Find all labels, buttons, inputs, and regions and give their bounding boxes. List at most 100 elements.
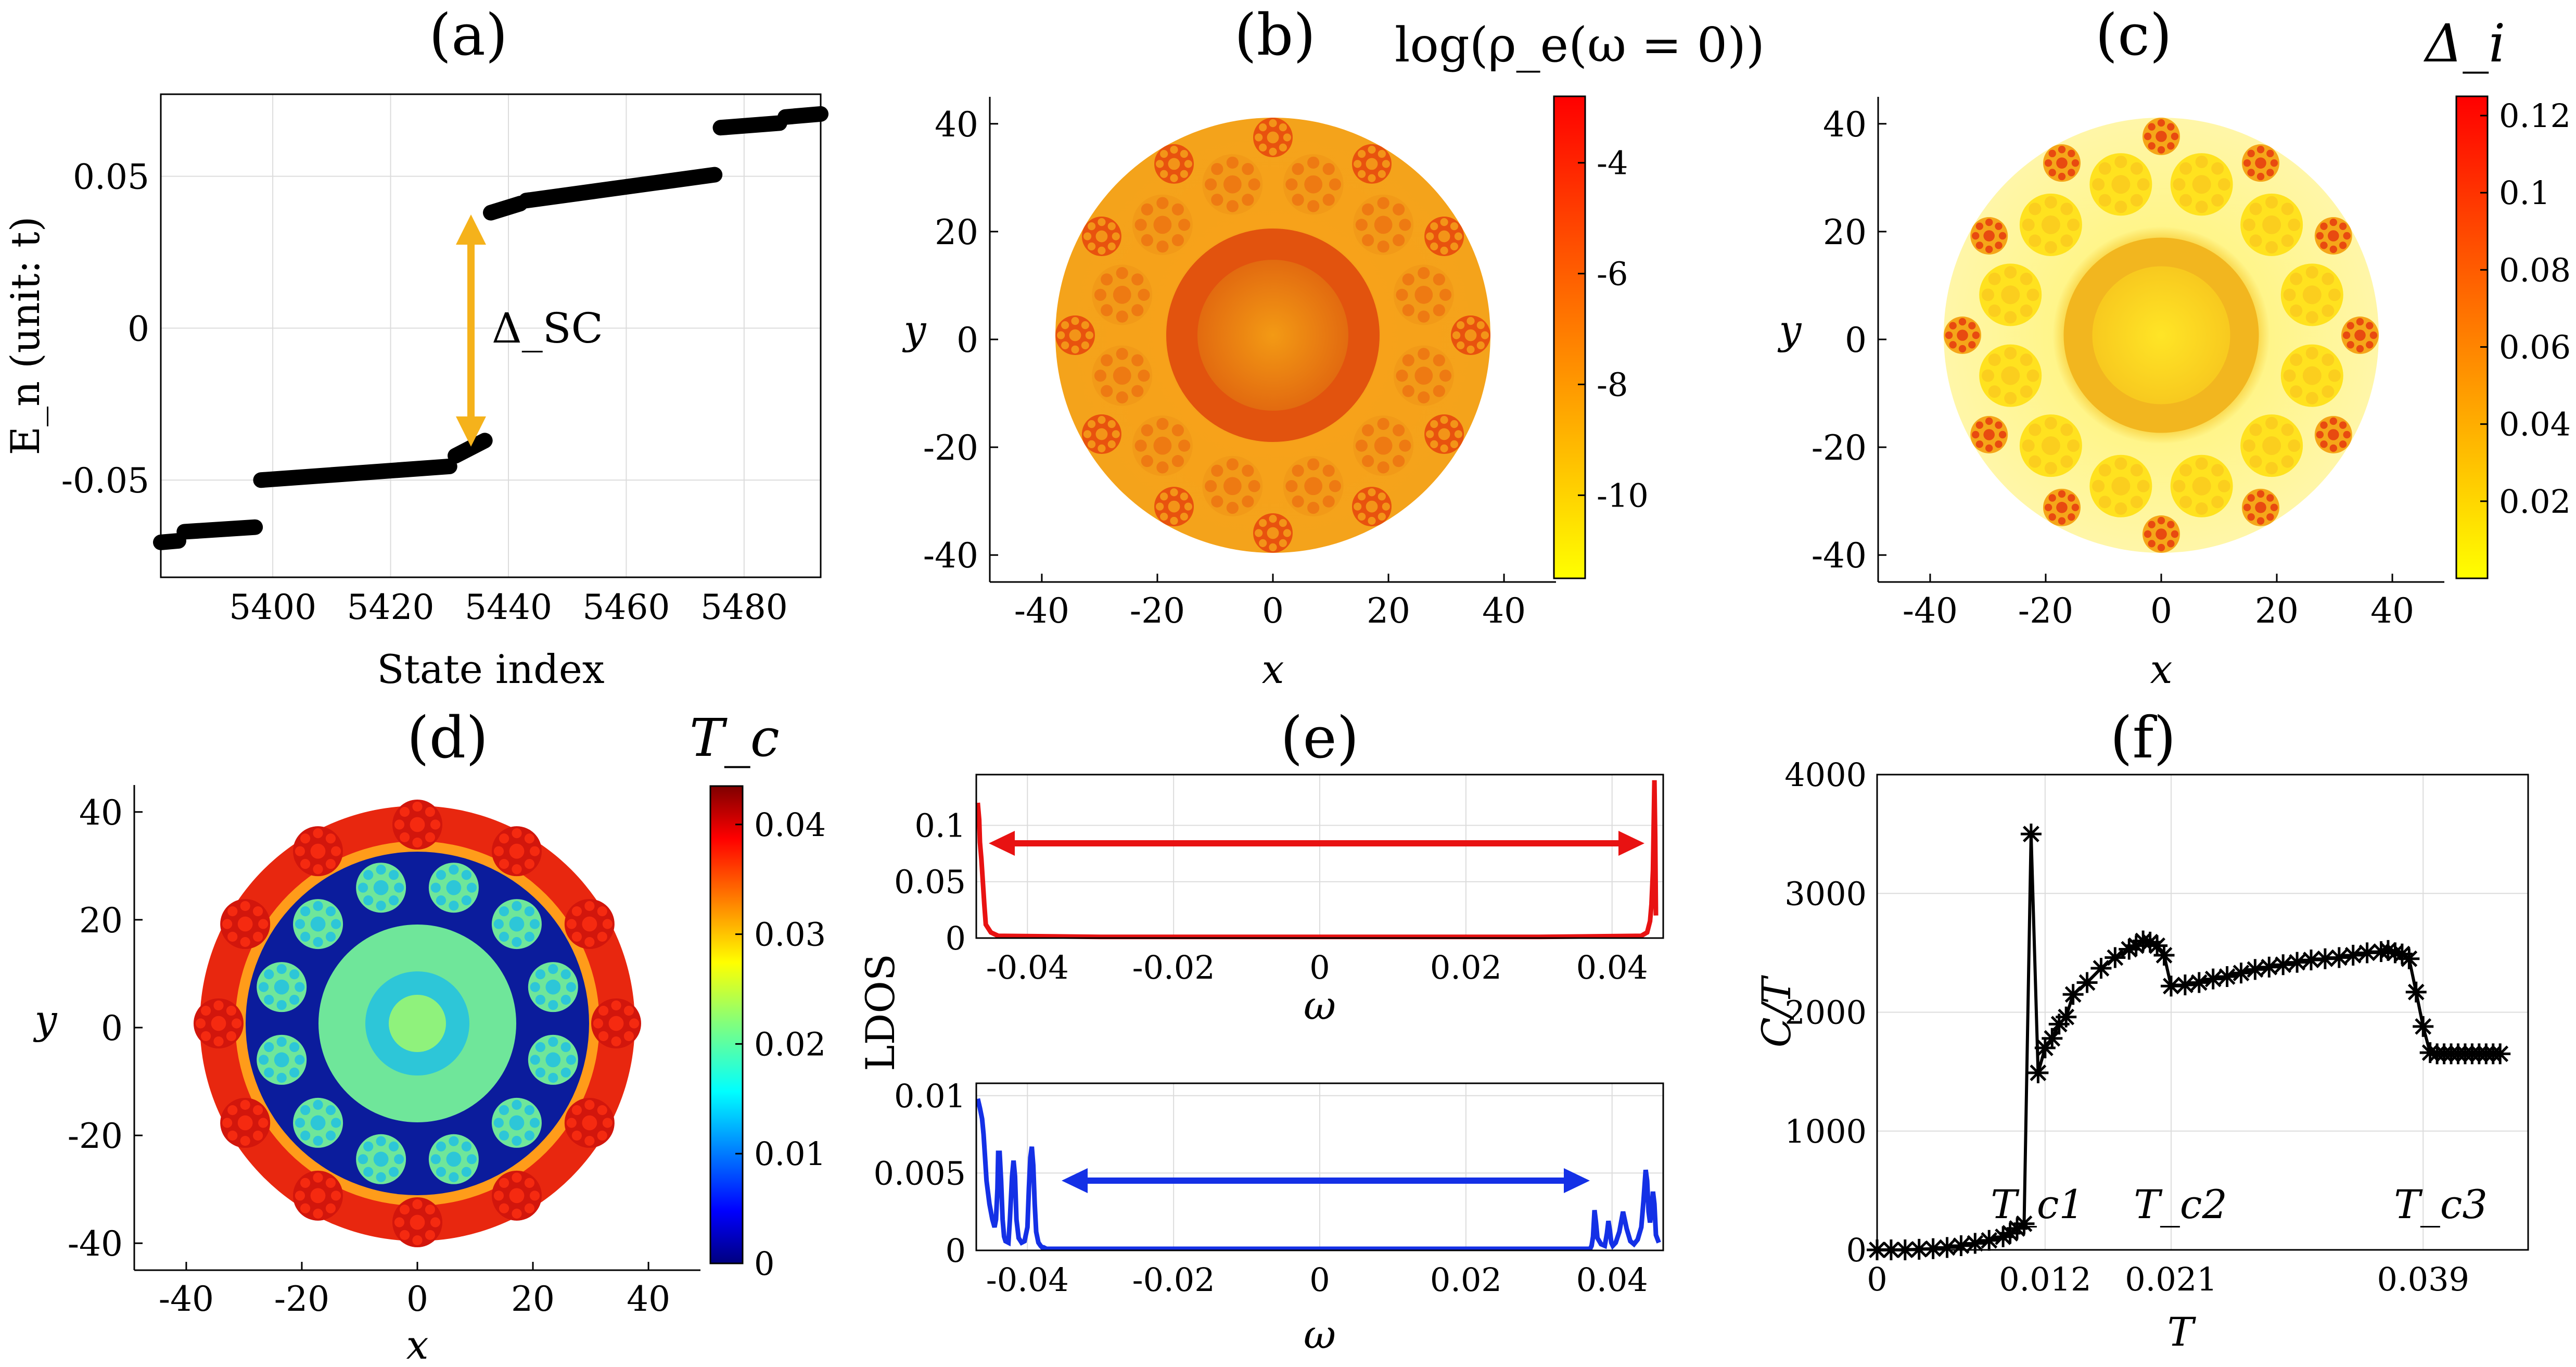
- x-tick-label: 40: [627, 1279, 670, 1319]
- edge-rosette: [1424, 217, 1464, 256]
- edge-rosette: [220, 899, 271, 949]
- ct-point: [2413, 1016, 2434, 1037]
- middle-rosette: [491, 899, 542, 950]
- energy-level-segment: [253, 458, 457, 488]
- ct-point: [2405, 981, 2427, 1003]
- panel-d-colorbar-label: T_c: [690, 707, 780, 768]
- y-tick-label: 0: [946, 1232, 966, 1270]
- panel-a-title: (a): [429, 2, 507, 68]
- energy-level-segment: [518, 167, 723, 209]
- ldos-blue-line: [975, 1098, 1661, 1251]
- x-tick-label: 20: [2255, 591, 2299, 631]
- x-tick-label: -0.02: [1132, 1261, 1215, 1299]
- inner-ring: [1166, 229, 1380, 442]
- x-tick-label: -40: [1903, 591, 1958, 631]
- energy-level-segment: [176, 519, 263, 540]
- y-tick-label: 40: [935, 105, 978, 145]
- middle-rosette: [1353, 194, 1414, 255]
- edge-rosette: [220, 1098, 271, 1148]
- y-tick-label: -40: [1812, 536, 1867, 576]
- gap-label: Δ_SC: [492, 304, 603, 352]
- ct-point: [2230, 963, 2252, 984]
- ct-point: [2216, 966, 2238, 988]
- panel-e-top-frame: [975, 774, 1664, 939]
- edge-rosette: [564, 1098, 615, 1148]
- middle-rosette: [2280, 344, 2343, 407]
- colorbar-tick-label: 0.04: [2499, 406, 2571, 444]
- panel-c-colorbar-label: Δ_i: [2423, 13, 2505, 74]
- middle-rosette: [2019, 414, 2082, 477]
- ct-point: [2105, 947, 2126, 968]
- y-tick-label: 40: [1823, 105, 1867, 145]
- edge-rosette: [1154, 144, 1194, 184]
- middle-rosette: [491, 1097, 542, 1148]
- ct-point: [2245, 959, 2266, 980]
- panel-a: 5400 5420 5440 5460 5480 -0.05 0 0.05 Δ_SC (a)…: [2, 2, 828, 692]
- panel-a-ytick-label: 0: [127, 309, 149, 349]
- edge-rosette: [2043, 144, 2081, 182]
- energy-level-segment: [777, 106, 828, 125]
- panel-a-xtick-label: 5440: [465, 587, 552, 627]
- middle-rosette: [1979, 344, 2042, 407]
- x-tick-label: 0.04: [1576, 948, 1648, 986]
- ct-point: [2202, 968, 2224, 990]
- x-tick-label: -20: [274, 1279, 329, 1319]
- panel-b-disk: [1055, 118, 1490, 553]
- x-tick-label: 0.012: [1999, 1260, 2092, 1298]
- panel-c-xlabel: x: [2150, 646, 2173, 692]
- middle-rosette: [1353, 415, 1414, 476]
- middle-rosette: [2280, 263, 2343, 326]
- y-tick-label: 3000: [1784, 875, 1867, 913]
- panel-f-xlabel: T: [2167, 1309, 2197, 1355]
- y-tick-label: 0: [946, 919, 966, 957]
- middle-rosette: [1132, 415, 1193, 476]
- y-tick-label: 0.005: [874, 1154, 966, 1192]
- middle-rosette: [1283, 154, 1344, 215]
- panel-c-title: (c): [2095, 2, 2172, 68]
- y-tick-label: 0: [957, 320, 978, 360]
- edge-rosette: [2143, 118, 2180, 155]
- middle-rosette: [1202, 455, 1263, 516]
- x-tick-label: 0: [1867, 1260, 1887, 1298]
- edge-rosette: [194, 998, 244, 1048]
- panel-a-ytick-label: 0.05: [73, 157, 149, 197]
- edge-rosette: [492, 826, 542, 877]
- ct-point: [2342, 944, 2364, 966]
- middle-rosette: [1979, 263, 2042, 326]
- edge-rosette: [2341, 317, 2379, 354]
- panel-a-xtick-label: 5400: [229, 587, 316, 627]
- panel-a-ylabel: E_n (unit: t): [2, 217, 48, 455]
- middle-rosette: [1092, 345, 1153, 406]
- panel-e-top-ticks: -0.04 -0.02 0 0.02 0.04 0 0.05 0.1: [894, 806, 1648, 986]
- edge-rosette: [2143, 515, 2180, 553]
- y-tick-label: -40: [923, 536, 978, 576]
- y-tick-label: -40: [68, 1224, 123, 1264]
- panel-e-top-grid: [976, 775, 1663, 939]
- colorbar-tick-label: -8: [1597, 365, 1628, 403]
- middle-rosette: [356, 863, 406, 913]
- ct-point: [2027, 1062, 2049, 1083]
- ct-point: [1936, 1237, 1958, 1258]
- middle-rosette: [2089, 153, 2152, 216]
- x-tick-label: 0.04: [1576, 1261, 1648, 1299]
- edge-rosette: [2242, 144, 2279, 182]
- x-tick-label: 0: [1262, 591, 1284, 631]
- x-tick-label: -20: [1130, 591, 1185, 631]
- panel-f-ticks: 0 0.012 0.021 0.039 0 1000 2000 3000 4000: [1784, 756, 2469, 1298]
- x-tick-label: -40: [1014, 591, 1069, 631]
- colorbar-tick-label: 0.01: [754, 1135, 826, 1173]
- ct-point: [2076, 972, 2098, 993]
- panel-f-title: (f): [2110, 704, 2176, 771]
- colorbar-tick-label: 0.06: [2499, 328, 2571, 366]
- edge-rosette: [564, 899, 615, 949]
- colorbar-tick-label: 0.12: [2499, 97, 2571, 135]
- ct-point: [2090, 958, 2112, 979]
- ct-point: [2153, 944, 2175, 966]
- colorbar-tick-label: 0.1: [2499, 174, 2551, 212]
- panel-e-bottom-grid: [976, 1083, 1663, 1251]
- middle-rosette: [2240, 193, 2303, 256]
- panel-f-grid: [1877, 774, 2528, 1250]
- panel-f-ylabel: C/T: [1753, 974, 1800, 1047]
- edge-rosette: [1970, 416, 2008, 453]
- panel-a-xlabel: State index: [377, 646, 604, 692]
